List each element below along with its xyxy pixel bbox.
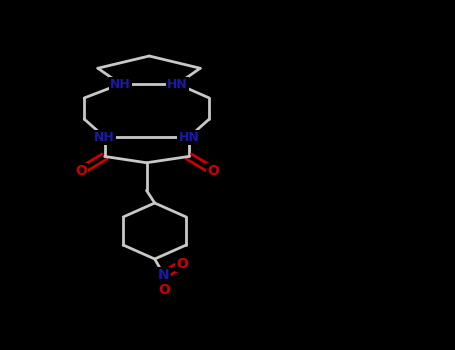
Text: N: N bbox=[158, 268, 170, 282]
Text: O: O bbox=[176, 257, 188, 271]
Text: HN: HN bbox=[167, 77, 188, 91]
Text: O: O bbox=[207, 164, 219, 178]
Text: HN: HN bbox=[178, 131, 199, 144]
Text: O: O bbox=[75, 164, 87, 178]
Text: NH: NH bbox=[110, 77, 131, 91]
Text: O: O bbox=[158, 283, 170, 297]
Text: NH: NH bbox=[94, 131, 115, 144]
